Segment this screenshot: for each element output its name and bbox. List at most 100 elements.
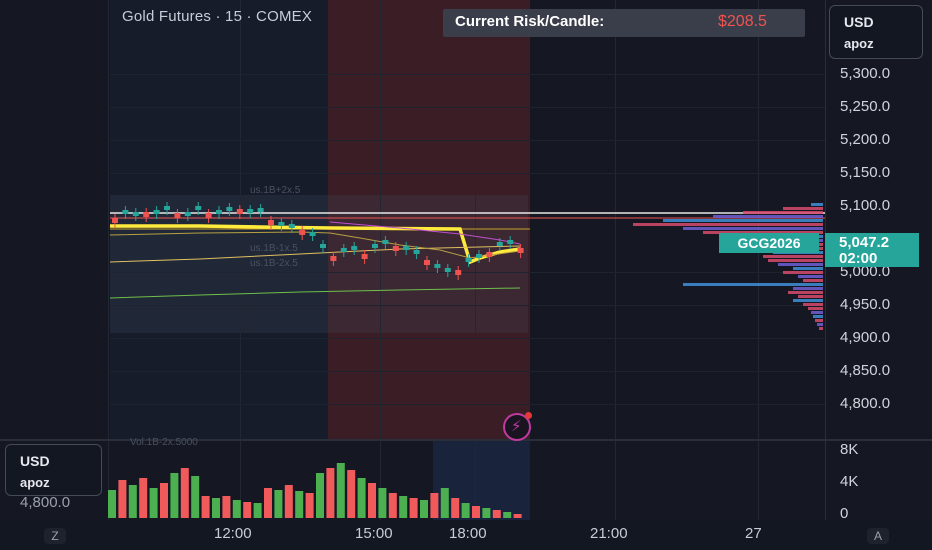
candle-body [184,212,191,216]
volume-axis-label: 8K [840,441,859,458]
candle-body [288,224,295,228]
grid-line [615,0,616,520]
candle-body [496,242,503,246]
time-axis-label: 21:00 [590,525,628,542]
candle-body [372,244,378,248]
level-label: Vol.1B-2x.5000 [130,437,198,448]
candle-body [309,232,316,236]
price-axis-label: 4,800.0 [840,395,891,412]
candle-body [361,254,368,259]
candle-body [205,213,212,218]
price-axis-label: 5,250.0 [840,98,891,115]
candle-body [195,206,202,210]
pane-divider[interactable] [0,439,932,441]
volume-bar [388,493,397,518]
zoom-button[interactable]: Z [44,528,66,544]
time-axis-label: 12:00 [214,525,252,542]
candle-body [455,270,462,275]
volume-profile-bar [803,303,823,306]
price-axis-label: 5,300.0 [840,65,891,82]
volume-bar [284,485,293,518]
candle-body [340,248,347,252]
volume-bar [492,510,501,518]
volume-profile-bar [683,283,823,286]
symbol-tag: GCG2026 [719,233,819,253]
volume-bar [222,496,231,518]
blue-session-shade [433,440,530,520]
candle-body [465,258,472,262]
lightning-alert-icon[interactable]: ⚡ [503,412,532,441]
bolt-glyph: ⚡ [511,418,522,435]
volume-profile-bar [817,323,823,326]
price-axis-label: 5,000.0 [840,263,891,280]
grid-line [110,338,825,339]
price-axis-label: 4,900.0 [840,329,891,346]
volume-bar [232,500,241,518]
candle-body [236,209,243,214]
volume-profile-bar [793,299,823,302]
volume-bar [420,500,428,518]
volume-bar [243,502,252,518]
volume-profile-bar [763,255,823,258]
volume-bar [357,478,366,518]
candle-body [403,246,410,250]
currency-unit-button[interactable]: USD apoz [829,5,923,59]
chart-title[interactable]: Gold Futures · 15 · COMEX [122,8,313,25]
price-chart[interactable] [0,0,825,440]
candle-body [517,248,524,253]
candle-body [320,244,326,248]
cut-off-price-label: 4,800.0 [20,494,71,511]
volume-bar [170,473,179,518]
volume-profile-bar [633,223,823,226]
auto-scale-button[interactable]: A [867,528,889,544]
grid-line [110,305,825,306]
volume-profile-bar [803,279,823,282]
volume-profile-bar [703,231,823,234]
volume-profile-bar [815,319,823,322]
volume-profile-bar [819,327,823,330]
time-axis[interactable] [0,520,932,550]
volume-profile-bar [768,259,823,262]
volume-profile-bar [793,287,823,290]
volume-bar [212,498,220,518]
volume-profile-bar [783,207,823,210]
candle-body [434,264,441,268]
volume-bar [336,463,345,518]
green-band-line [109,287,521,299]
volume-bar [160,483,168,518]
candle-body [382,240,389,244]
candle-body [278,222,285,226]
grid-line [110,404,825,405]
volume-profile-bar [811,203,823,206]
price-axis-label: 5,150.0 [840,164,891,181]
candle-body [226,207,233,211]
volume-chart[interactable] [0,441,825,520]
volume-bar [253,503,262,518]
last-price-tag: 5,047.2 02:00 [825,233,919,267]
candle-body [351,246,358,250]
candle-body [132,212,139,216]
volume-bar [513,514,522,518]
time-axis-label: 27 [745,525,762,542]
volume-profile-bar [783,271,823,274]
candle-body [413,250,420,254]
volume-bar [128,485,137,518]
volume-bar [180,468,189,518]
candle-body [444,268,451,272]
last-price: 5,047.2 [839,234,890,251]
volume-profile-bar [788,291,823,294]
vwap-line [110,224,521,265]
volume-currency-button[interactable]: USD apoz [5,444,102,496]
volume-bar [149,488,158,518]
band-line [109,245,521,263]
candle-body [257,208,264,212]
candle-body [392,246,399,251]
candle-body [174,213,181,218]
band-line [329,221,521,245]
volume-axis-label: 0 [840,505,849,522]
volume-bar [503,512,512,518]
grid-line [110,74,825,75]
volume-axis-label: 4K [840,473,859,490]
volume-profile-bar [663,219,823,222]
